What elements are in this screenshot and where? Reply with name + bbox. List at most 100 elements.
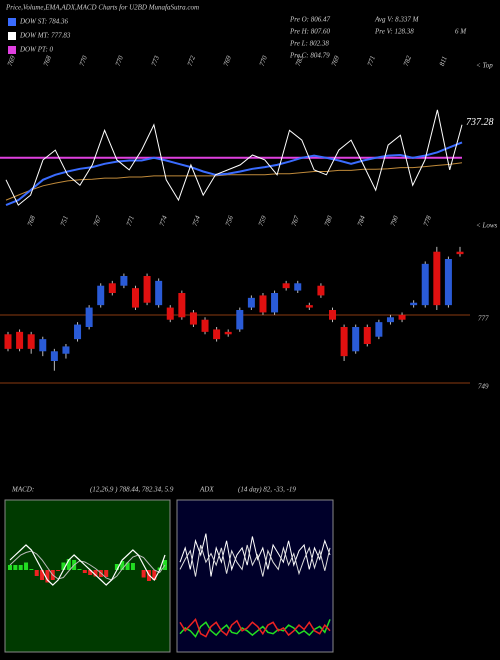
low-label: 754 xyxy=(191,214,202,227)
candle-body xyxy=(120,276,128,286)
candle-body xyxy=(294,283,302,291)
line xyxy=(179,619,331,638)
histogram-bar xyxy=(120,561,125,570)
candle-body xyxy=(155,280,163,306)
candle-body xyxy=(97,285,105,306)
candle-body xyxy=(143,276,151,303)
top-marker: < Top xyxy=(476,62,493,70)
low-marker: < Lows xyxy=(476,222,498,230)
candle-body xyxy=(282,283,290,289)
adx-label: ADX xyxy=(199,486,214,494)
candle-body xyxy=(433,251,441,306)
top-label: 771 xyxy=(366,55,377,68)
candle-body xyxy=(131,288,139,308)
top-label: 783 xyxy=(294,54,305,67)
line xyxy=(179,617,331,638)
candle-body xyxy=(317,285,325,296)
line xyxy=(5,109,463,206)
histogram-bar xyxy=(61,562,66,570)
histogram-bar xyxy=(152,570,157,580)
top-label: 769 xyxy=(330,54,341,67)
line xyxy=(179,544,331,577)
macd-params: (12,26,9 ) 788.44, 782.34, 5.9 xyxy=(90,486,174,494)
low-label: 784 xyxy=(356,214,367,227)
histogram-bar xyxy=(24,562,29,570)
line xyxy=(5,162,463,201)
candle-body xyxy=(85,307,93,327)
info: Pre O: 806.47 xyxy=(289,16,330,24)
low-label: 790 xyxy=(389,214,400,227)
histogram-bar xyxy=(141,570,146,578)
legend-label: DOW PT: 0 xyxy=(19,46,54,54)
candle-body xyxy=(398,314,406,320)
info: Pre V: 128.38 xyxy=(374,28,414,36)
legend-label: DOW ST: 784.36 xyxy=(19,18,69,26)
adx-panel xyxy=(176,499,334,653)
candle-body xyxy=(50,351,58,361)
candle-body xyxy=(456,251,464,255)
top-label: 769 xyxy=(6,54,17,67)
info: Pre C: 804.79 xyxy=(289,52,330,60)
top-label: 782 xyxy=(402,54,413,67)
candle-body xyxy=(444,259,452,306)
histogram-bar xyxy=(34,570,39,576)
histogram-bar xyxy=(88,570,93,575)
low-label: 771 xyxy=(125,215,136,228)
candle-body xyxy=(236,310,244,330)
candle-body xyxy=(166,307,174,320)
histogram-bar xyxy=(130,563,135,570)
top-label: 772 xyxy=(186,54,197,67)
histogram-bar xyxy=(13,565,18,570)
histogram-bar xyxy=(82,570,87,573)
top-label: 768 xyxy=(42,54,53,67)
candle-body xyxy=(74,324,82,340)
candle-body xyxy=(108,283,116,293)
candle-body xyxy=(329,310,337,320)
title: Price,Volume,EMA,ADX,MACD Charts for U2B… xyxy=(5,4,199,12)
histogram-bar xyxy=(56,570,61,571)
low-label: 778 xyxy=(422,214,433,227)
histogram-bar xyxy=(125,562,130,570)
candle-body xyxy=(363,327,371,344)
histogram-bar xyxy=(93,570,98,577)
candle-body xyxy=(421,263,429,306)
candle-body xyxy=(27,334,35,349)
candle-body xyxy=(201,319,209,332)
candle-body xyxy=(340,327,348,357)
candle-body xyxy=(4,334,12,349)
low-label: 774 xyxy=(158,214,169,227)
macd-label: MACD: xyxy=(11,486,34,494)
low-label: 768 xyxy=(26,214,37,227)
low-label: 767 xyxy=(92,214,103,227)
candle-body xyxy=(247,297,255,308)
low-label: 751 xyxy=(59,215,70,228)
line xyxy=(9,544,166,586)
y-tick-label: 777 xyxy=(478,314,489,322)
info: Pre H: 807.60 xyxy=(289,28,330,36)
candle-body xyxy=(259,295,267,313)
candle-body xyxy=(271,293,279,313)
top-label: 770 xyxy=(114,54,125,67)
candle-body xyxy=(386,317,394,323)
candle-body xyxy=(410,302,418,306)
candle-body xyxy=(375,322,383,337)
legend-label: DOW MT: 777.83 xyxy=(19,32,71,40)
info: Pre L: 802.38 xyxy=(289,40,329,48)
candle-body xyxy=(224,331,232,335)
histogram-bar xyxy=(29,569,34,570)
end-label: 737.28 xyxy=(466,117,494,128)
histogram-bar xyxy=(45,570,50,583)
low-label: 767 xyxy=(290,214,301,227)
candle-body xyxy=(352,327,360,352)
candle-body xyxy=(189,312,197,325)
low-label: 759 xyxy=(257,214,268,227)
candle-body xyxy=(305,305,313,308)
candle-body xyxy=(213,329,221,340)
info: Avg V: 8.337 M xyxy=(374,16,420,24)
line xyxy=(179,533,331,577)
histogram-bar xyxy=(18,565,23,570)
candle-body xyxy=(178,293,186,318)
top-label: 770 xyxy=(258,54,269,67)
